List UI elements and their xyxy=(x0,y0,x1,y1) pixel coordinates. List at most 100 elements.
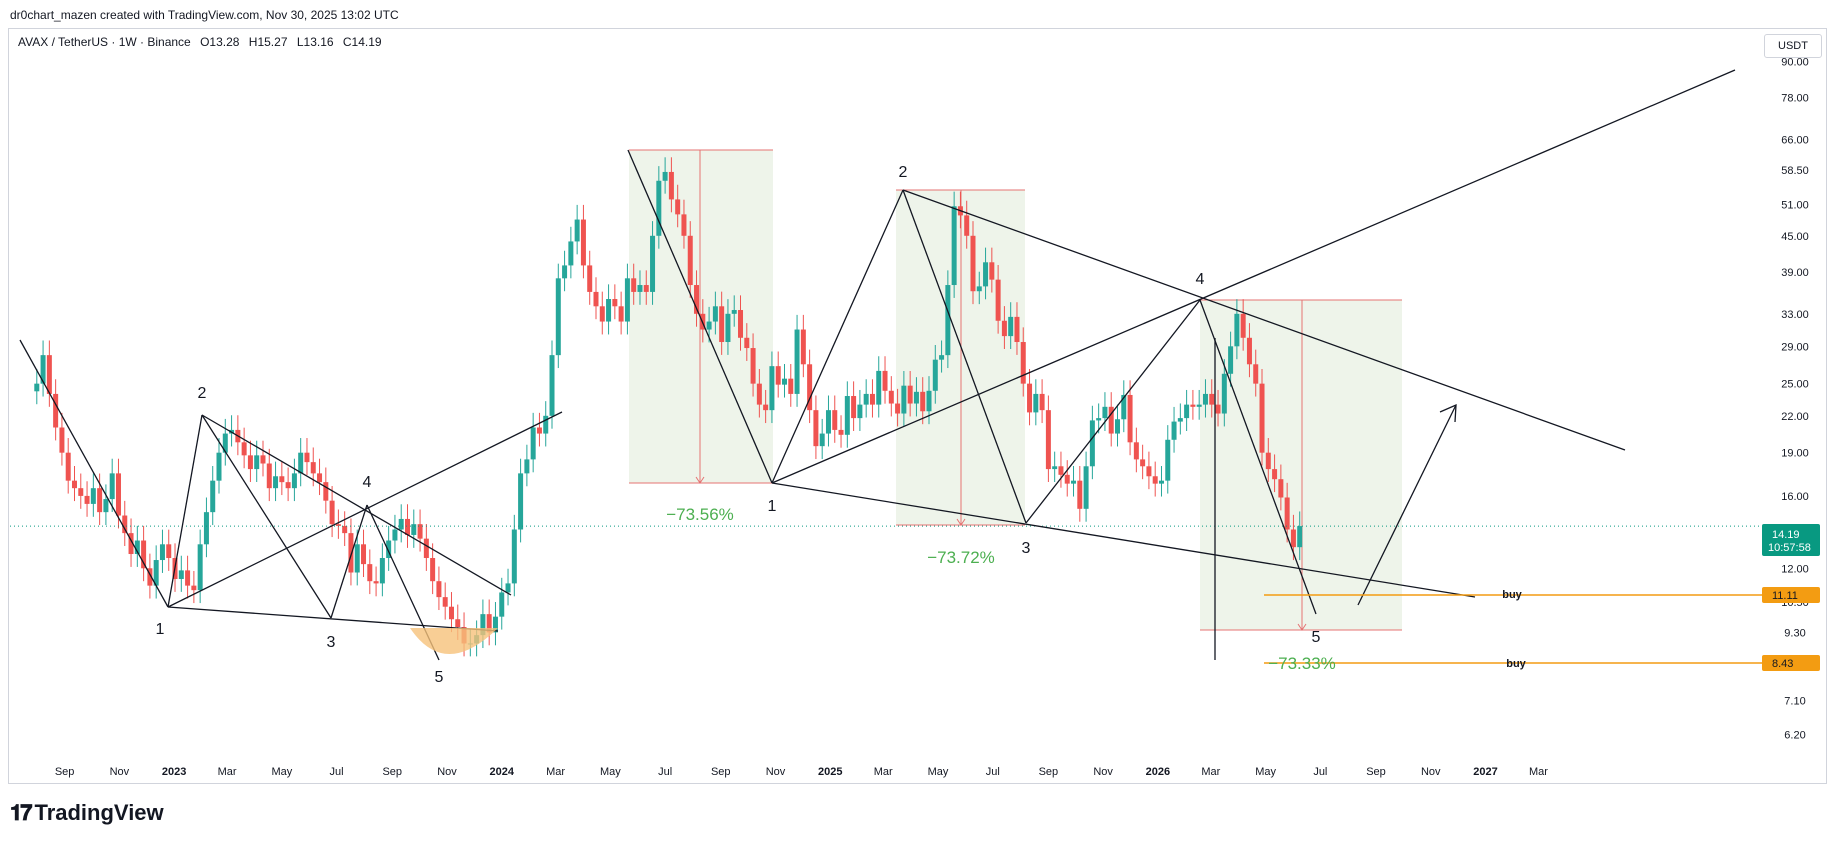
candle-body xyxy=(825,410,831,434)
candle-body xyxy=(587,265,593,292)
x-tick-label: Sep xyxy=(1039,766,1059,778)
candle-body xyxy=(1045,410,1051,470)
y-tick-label: 25.00 xyxy=(1781,379,1809,391)
candle-body xyxy=(901,385,907,414)
candle-body xyxy=(983,262,989,287)
candle-body xyxy=(813,410,819,447)
x-tick-label: Jul xyxy=(986,766,1000,778)
candle-body xyxy=(568,241,574,266)
candle-body xyxy=(423,538,429,559)
candle-body xyxy=(342,525,348,534)
candle-body xyxy=(1265,452,1271,470)
candle-body xyxy=(926,390,932,412)
y-tick-label: 51.00 xyxy=(1781,199,1809,211)
candle-body xyxy=(329,500,335,525)
tradingview-logo-text: TradingView xyxy=(34,800,164,825)
candle-body xyxy=(775,366,781,385)
candle-body xyxy=(1259,383,1265,453)
candle-body xyxy=(367,564,373,582)
candle-body xyxy=(147,568,153,586)
candle-body xyxy=(1014,316,1020,343)
wave-line xyxy=(201,414,332,619)
candle-body xyxy=(141,540,147,569)
wave-line xyxy=(19,339,169,608)
candle-body xyxy=(662,171,668,181)
candle-body xyxy=(505,583,511,593)
candle-body xyxy=(115,473,121,516)
candle-body xyxy=(832,410,838,430)
candle-body xyxy=(606,299,612,322)
candle-body xyxy=(1184,404,1190,419)
wave-line xyxy=(1199,299,1317,615)
candle-body xyxy=(838,429,844,435)
candle-body xyxy=(1052,466,1058,470)
candle-body xyxy=(53,393,59,428)
candle-body xyxy=(643,285,649,292)
candle-body xyxy=(1171,421,1177,440)
trend-line-lower-left xyxy=(167,606,499,632)
candle-body xyxy=(876,370,882,405)
x-tick-label: May xyxy=(1255,766,1276,778)
wave-line xyxy=(167,414,203,608)
candle-body xyxy=(492,616,498,633)
candle-body xyxy=(895,403,901,414)
projection-line xyxy=(1357,404,1457,606)
candle-body xyxy=(1115,419,1121,434)
x-tick-label: Mar xyxy=(546,766,565,778)
candle-body xyxy=(1058,466,1064,475)
candle-body xyxy=(210,480,216,513)
candle-body xyxy=(442,597,448,607)
candle-body xyxy=(65,452,71,481)
candle-body xyxy=(675,199,681,215)
y-tick-label: 12.00 xyxy=(1781,563,1809,575)
candle-body xyxy=(543,415,549,434)
candle-body xyxy=(153,560,159,586)
candle-body xyxy=(555,278,561,356)
candle-body xyxy=(781,378,787,385)
chart-attribution: dr0chart_mazen created with TradingView.… xyxy=(10,8,399,22)
candle-body xyxy=(78,488,84,496)
currency-unit-button[interactable]: USDT xyxy=(1764,34,1822,58)
y-tick-label: 9.30 xyxy=(1784,627,1805,639)
x-tick-label: Nov xyxy=(1093,766,1113,778)
candle-body xyxy=(1127,394,1133,443)
candle-body xyxy=(178,570,184,579)
candle-body xyxy=(725,313,731,343)
y-tick-label: 58.50 xyxy=(1781,165,1809,177)
candle-body xyxy=(989,262,995,280)
candle-body xyxy=(128,533,134,555)
tradingview-logo[interactable]: 𝟏𝟕 TradingView xyxy=(10,800,164,826)
current-price-text: 14.19 xyxy=(1772,529,1800,541)
open-value: O13.28 xyxy=(200,35,240,49)
candle-body xyxy=(851,396,857,419)
measure-box-arrowhead xyxy=(956,518,966,526)
candle-body xyxy=(763,404,769,411)
candle-body xyxy=(580,219,586,266)
trend-line-upper-right xyxy=(902,189,1626,451)
x-tick-label: May xyxy=(600,766,621,778)
candle-body xyxy=(1209,393,1215,405)
candle-body xyxy=(1133,442,1139,460)
candle-body xyxy=(310,462,316,474)
candle-body xyxy=(1083,466,1089,509)
symbol-info[interactable]: AVAX / TetherUS · 1W · Binance xyxy=(18,35,191,49)
candle-body xyxy=(618,306,624,322)
trend-drawings xyxy=(19,69,1765,664)
wave-label-3b: 3 xyxy=(1022,540,1031,557)
candle-body xyxy=(1077,480,1083,509)
candle-body xyxy=(191,585,197,591)
close-value: C14.19 xyxy=(342,35,382,49)
candle-body xyxy=(1272,469,1278,480)
wave-label-3a: 3 xyxy=(327,634,336,651)
x-tick-label: Jul xyxy=(1313,766,1327,778)
candle-body xyxy=(247,455,253,470)
trend-line-channel-right xyxy=(771,69,1736,484)
candle-body xyxy=(1246,337,1252,365)
buy-level-2-text: 8.43 xyxy=(1772,658,1793,670)
measure-boxes xyxy=(629,149,1402,631)
candle-body xyxy=(405,518,410,535)
y-tick-label: 78.00 xyxy=(1781,92,1809,104)
candle-body xyxy=(398,518,404,530)
candle-body xyxy=(291,473,297,489)
